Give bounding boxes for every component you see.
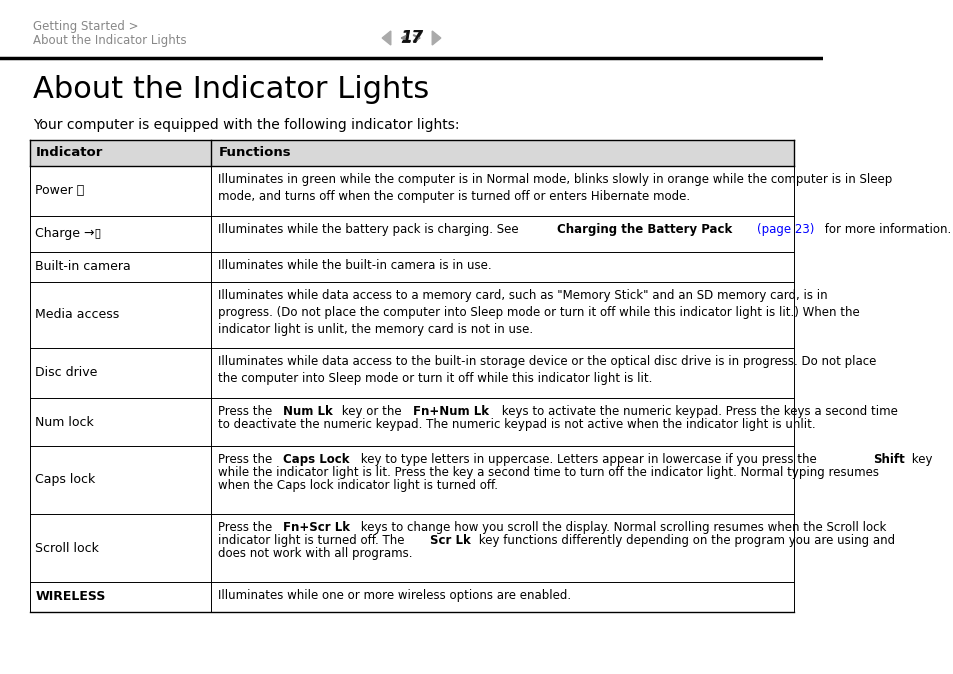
FancyBboxPatch shape [30,216,793,252]
FancyBboxPatch shape [30,252,793,282]
FancyBboxPatch shape [30,398,793,446]
Text: Num lock: Num lock [35,415,94,429]
Text: Your computer is equipped with the following indicator lights:: Your computer is equipped with the follo… [32,118,458,132]
Text: when the Caps lock indicator light is turned off.: when the Caps lock indicator light is tu… [218,479,497,492]
Text: Charging the Battery Pack: Charging the Battery Pack [557,223,736,236]
Text: (page 23): (page 23) [756,223,813,236]
Text: while the indicator light is lit. Press the key a second time to turn off the in: while the indicator light is lit. Press … [218,466,879,479]
Text: Caps Lock: Caps Lock [282,453,349,466]
Text: Num Lk: Num Lk [282,405,333,418]
Text: Illuminates in green while the computer is in Normal mode, blinks slowly in oran: Illuminates in green while the computer … [218,173,892,203]
Text: key functions differently depending on the program you are using and: key functions differently depending on t… [475,534,895,547]
Text: indicator light is turned off. The: indicator light is turned off. The [218,534,408,547]
FancyBboxPatch shape [30,446,793,514]
FancyBboxPatch shape [30,166,793,216]
Text: About the Indicator Lights: About the Indicator Lights [32,75,429,104]
FancyBboxPatch shape [30,348,793,398]
FancyBboxPatch shape [30,282,793,348]
Text: Shift: Shift [872,453,903,466]
Text: Fn+Scr Lk: Fn+Scr Lk [282,521,350,534]
Text: Caps lock: Caps lock [35,474,95,487]
Text: Built-in camera: Built-in camera [35,260,131,274]
Text: key: key [907,453,932,466]
Text: for more information.: for more information. [820,223,950,236]
FancyBboxPatch shape [30,514,793,582]
Text: Media access: Media access [35,309,119,321]
Text: Press the: Press the [218,405,276,418]
Text: does not work with all programs.: does not work with all programs. [218,547,413,560]
Text: Scr Lk: Scr Lk [430,534,470,547]
Text: Illuminates while the battery pack is charging. See: Illuminates while the battery pack is ch… [218,223,522,236]
Text: 17: 17 [399,29,423,47]
Text: to deactivate the numeric keypad. The numeric keypad is not active when the indi: to deactivate the numeric keypad. The nu… [218,418,815,431]
FancyBboxPatch shape [30,582,793,612]
Text: Illuminates while the built-in camera is in use.: Illuminates while the built-in camera is… [218,259,492,272]
Text: Illuminates while data access to a memory card, such as "Memory Stick" and an SD: Illuminates while data access to a memor… [218,289,859,336]
FancyBboxPatch shape [30,140,793,166]
Text: Press the: Press the [218,453,276,466]
Text: Power ⏻: Power ⏻ [35,185,85,197]
Text: Getting Started >: Getting Started > [32,20,138,33]
Text: Fn+Num Lk: Fn+Num Lk [413,405,489,418]
Text: 17: 17 [400,30,421,46]
Polygon shape [382,31,391,45]
Text: keys to change how you scroll the display. Normal scrolling resumes when the Scr: keys to change how you scroll the displa… [357,521,886,534]
Text: Press the: Press the [218,521,276,534]
Text: Scroll lock: Scroll lock [35,541,99,555]
Text: Charge →▯: Charge →▯ [35,228,102,241]
Text: Illuminates while one or more wireless options are enabled.: Illuminates while one or more wireless o… [218,589,571,602]
Polygon shape [432,31,440,45]
Text: Functions: Functions [218,146,291,160]
Text: key to type letters in uppercase. Letters appear in lowercase if you press the: key to type letters in uppercase. Letter… [356,453,820,466]
Text: Disc drive: Disc drive [35,367,97,379]
Text: About the Indicator Lights: About the Indicator Lights [32,34,186,47]
Text: Illuminates while data access to the built-in storage device or the optical disc: Illuminates while data access to the bui… [218,355,876,385]
Text: Indicator: Indicator [35,146,103,160]
Text: key or the: key or the [338,405,405,418]
Text: WIRELESS: WIRELESS [35,590,106,603]
Text: keys to activate the numeric keypad. Press the keys a second time: keys to activate the numeric keypad. Pre… [497,405,897,418]
